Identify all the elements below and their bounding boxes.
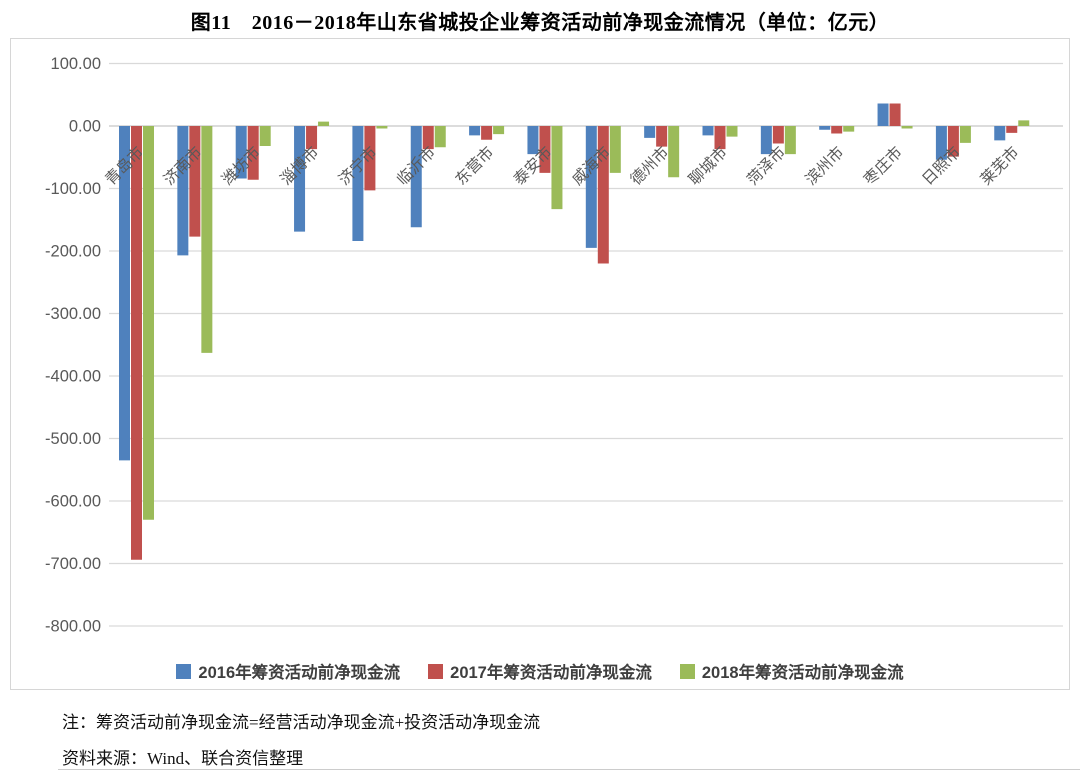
bar-聊城市-2016年 [702, 126, 714, 136]
bar-德州市-2018年 [668, 126, 680, 178]
y-tick-label: 0.00 [69, 118, 101, 136]
legend-item: 2018年筹资活动前净现金流 [679, 659, 904, 683]
legend-swatch-icon [679, 663, 695, 679]
bar-临沂市-2017年 [422, 126, 434, 150]
chart-title: 图11 2016－2018年山东省城投企业筹资活动前净现金流情况（单位：亿元） [190, 12, 890, 34]
bar-东营市-2018年 [493, 126, 505, 135]
bar-泰安市-2017年 [539, 126, 551, 173]
bar-青岛市-2017年 [131, 126, 142, 560]
bar-威海市-2018年 [609, 126, 621, 173]
legend-label: 2018年筹资活动前净现金流 [701, 664, 904, 682]
note-source: 资料来源：Wind、联合资信整理 [62, 749, 304, 768]
bar-日照市-2016年 [935, 126, 947, 160]
x-axis-label: 莱芜市 [977, 143, 1023, 189]
legend: 2016年筹资活动前净现金流 2017年筹资活动前净现金流 2018年筹资活动前净现… [11, 659, 1069, 683]
bar-滨州市-2017年 [831, 126, 843, 134]
y-tick-label: -200.00 [45, 243, 101, 261]
bar-临沂市-2018年 [434, 126, 446, 148]
bar-莱芜市-2018年 [1018, 120, 1030, 126]
bar-泰安市-2018年 [551, 126, 563, 210]
bar-菏泽市-2016年 [760, 126, 772, 155]
y-tick-label: 100.00 [51, 55, 101, 73]
bar-莱芜市-2016年 [994, 126, 1006, 141]
bar-聊城市-2017年 [714, 126, 726, 150]
bar-滨州市-2016年 [819, 126, 831, 130]
bar-滨州市-2018年 [843, 126, 855, 132]
bar-济南市-2017年 [189, 126, 201, 237]
bottom-rule [58, 769, 1080, 770]
y-tick-label: -100.00 [45, 180, 101, 198]
bar-chart: 100.00 0.00 -100.00 -200.00 -300.00 -400.00 -5… [45, 55, 1063, 636]
legend-item: 2016年筹资活动前净现金流 [176, 659, 400, 683]
bar-淄博市-2018年 [318, 121, 330, 126]
bar-枣庄市-2017年 [889, 103, 901, 126]
bar-菏泽市-2018年 [784, 126, 796, 155]
legend-label: 2016年筹资活动前净现金流 [198, 664, 401, 682]
y-tick-label: -700.00 [45, 555, 101, 573]
x-axis-label: 东营市 [452, 143, 498, 189]
bar-济宁市-2018年 [376, 126, 388, 129]
bar-威海市-2016年 [585, 126, 597, 248]
y-tick-label: -600.00 [45, 493, 101, 511]
note-definition: 注：筹资活动前净现金流=经营活动净现金流+投资活动净现金流 [62, 713, 541, 732]
bar-潍坊市-2018年 [259, 126, 271, 146]
bar-日照市-2017年 [947, 126, 959, 157]
y-tick-label: -500.00 [45, 430, 101, 448]
bar-东营市-2016年 [469, 126, 481, 136]
bar-聊城市-2018年 [726, 126, 738, 137]
bar-东营市-2017年 [481, 126, 493, 140]
bar-青岛市-2018年 [143, 126, 154, 520]
y-tick-label: -300.00 [45, 305, 101, 323]
bar-青岛市-2016年 [119, 126, 130, 461]
x-axis-label: 枣庄市 [860, 143, 906, 189]
y-tick-label: -800.00 [45, 618, 101, 636]
bar-菏泽市-2017年 [772, 126, 784, 144]
bar-莱芜市-2017年 [1006, 126, 1018, 133]
legend-label: 2017年筹资活动前净现金流 [450, 664, 652, 682]
bar-德州市-2017年 [656, 126, 668, 147]
bar-枣庄市-2016年 [877, 103, 889, 126]
bar-潍坊市-2016年 [235, 126, 247, 179]
y-tick-label: -400.00 [45, 368, 101, 386]
chart-frame: 100.00 0.00 -100.00 -200.00 -300.00 -400.00 -5… [10, 38, 1070, 690]
bar-德州市-2016年 [644, 126, 656, 138]
bar-济南市-2018年 [201, 126, 213, 353]
bar-临沂市-2016年 [410, 126, 422, 228]
bar-潍坊市-2017年 [247, 126, 259, 180]
bar-日照市-2018年 [959, 126, 971, 143]
legend-swatch-icon [428, 663, 444, 679]
bar-泰安市-2016年 [527, 126, 539, 155]
x-axis-label: 聊城市 [685, 143, 731, 189]
bar-淄博市-2016年 [294, 126, 306, 232]
legend-item: 2017年筹资活动前净现金流 [428, 659, 652, 683]
x-axis-label: 滨州市 [802, 143, 848, 189]
bar-济南市-2016年 [177, 126, 189, 256]
bar-济宁市-2017年 [364, 126, 376, 191]
bar-济宁市-2016年 [352, 126, 364, 241]
bar-枣庄市-2018年 [901, 126, 913, 129]
bar-威海市-2017年 [597, 126, 609, 264]
bar-淄博市-2017年 [306, 126, 318, 150]
legend-swatch-icon [176, 663, 192, 679]
x-axis-label: 德州市 [627, 143, 673, 189]
